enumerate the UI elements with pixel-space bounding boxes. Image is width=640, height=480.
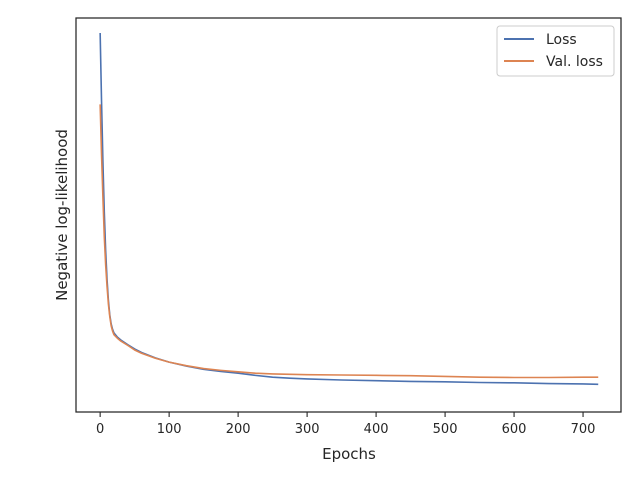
x-tick-label: 500 (433, 422, 458, 437)
x-tick-label: 0 (96, 422, 104, 437)
x-tick-label: 400 (364, 422, 389, 437)
legend: Loss Val. loss (496, 25, 615, 77)
x-tick-label: 300 (295, 422, 320, 437)
legend-label-1: Val. loss (546, 54, 603, 70)
x-tick-label: 600 (502, 422, 527, 437)
x-tick-label: 100 (157, 422, 182, 437)
x-axis-ticks: 0 100 200 300 400 500 600 700 (96, 412, 595, 437)
x-axis-label: Epochs (322, 445, 376, 463)
plot-lines (99, 32, 599, 386)
y-axis-label: Negative log-likelihood (53, 129, 71, 301)
plot-frame (75, 17, 622, 413)
x-tick-label: 700 (571, 422, 596, 437)
legend-label-0: Loss (546, 32, 577, 48)
x-tick-label: 200 (226, 422, 251, 437)
series-line-1 (99, 104, 599, 379)
